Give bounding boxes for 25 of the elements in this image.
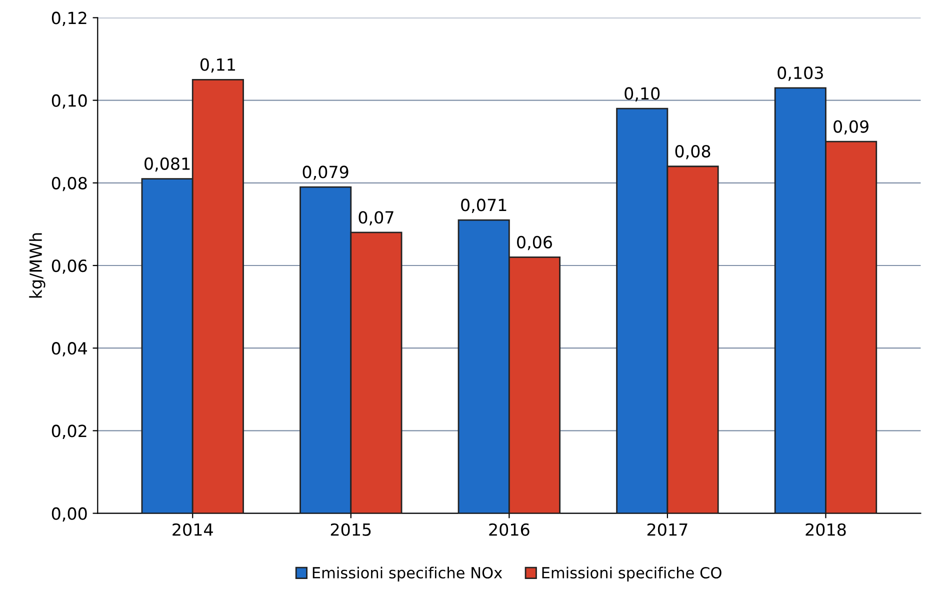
y-tick-label: 0,10 (52, 94, 87, 109)
x-tick-label: 2018 (806, 523, 846, 536)
data-label: 0,11 (200, 58, 235, 73)
data-label: 0,07 (358, 211, 394, 226)
x-tick-label: 2016 (489, 523, 530, 536)
data-label: 0,06 (517, 236, 552, 250)
data-label: 0,103 (778, 66, 823, 81)
data-label: 0,09 (834, 120, 868, 135)
legend-label: Emissioni specifiche CO (542, 566, 722, 582)
y-tick-label: 0,04 (52, 342, 87, 356)
y-tick-label: 0,06 (52, 259, 87, 274)
data-label: 0,079 (302, 166, 348, 180)
data-label: 0,071 (461, 198, 506, 213)
y-axis-title: kg/MWh (29, 233, 46, 298)
legend-label: Emissioni specifiche NOx (312, 566, 502, 582)
data-label: 0,08 (675, 144, 710, 160)
y-tick-label: 0,00 (52, 507, 87, 522)
y-tick-label: 0,08 (52, 176, 87, 192)
x-tick-label: 2014 (172, 523, 213, 536)
y-tick-label: 0,12 (52, 12, 86, 26)
y-tick-label: 0,02 (52, 424, 86, 439)
data-label: 0,081 (144, 157, 190, 172)
data-label: 0,10 (624, 87, 660, 102)
x-tick-label: 2017 (647, 523, 688, 536)
x-tick-label: 2015 (330, 523, 371, 536)
